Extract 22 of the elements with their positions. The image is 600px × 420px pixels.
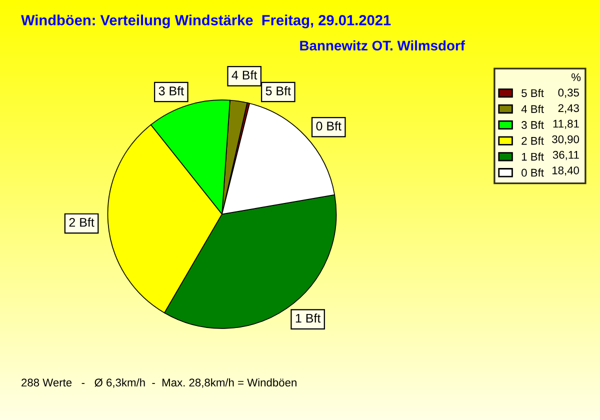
legend-title: %: [572, 73, 581, 82]
data-label: 0,35: [558, 88, 579, 98]
legend-label: 3 Bft: [522, 120, 544, 129]
slice-label: 3 Bft: [158, 86, 184, 96]
slice-label: 4 Bft: [232, 70, 258, 80]
chart-title: Windböen: Verteilung Windstärke Freitag, 29.01.2021: [21, 14, 391, 28]
category-label: 5 Bft: [266, 86, 291, 96]
legend-label: 1 Bft: [522, 152, 544, 161]
chart-subtitle: Bannewitz OT. Wilmsdorf: [300, 40, 466, 51]
data-label: 2,43: [558, 104, 579, 114]
legend-label: 0 Bft: [522, 168, 544, 177]
data-label: 36,11: [552, 150, 579, 160]
slice-label: 2 Bft: [69, 218, 94, 227]
data-label: 18,40: [552, 166, 580, 176]
slice-label: 0 Bft: [316, 121, 342, 130]
text: 288 Werte - Ø 6,3km/h - Max. 28,8km/h = Windböen: [22, 378, 296, 388]
legend-label: 4 Bft: [521, 104, 544, 113]
data-label: 30,90: [552, 135, 580, 145]
slice-label: 1 Bft: [296, 314, 321, 323]
legend-label: 5 Bft: [522, 88, 544, 98]
data-label: 11,81: [553, 120, 579, 129]
legend-label: 2 Bft: [522, 136, 544, 145]
